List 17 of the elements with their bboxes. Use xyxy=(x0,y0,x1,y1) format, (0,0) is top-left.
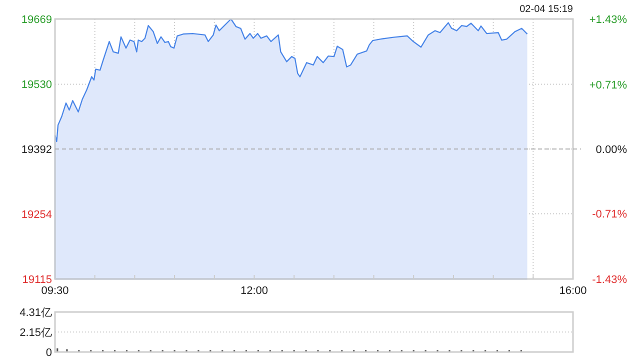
x-tick-label: 12:00 xyxy=(240,285,268,297)
y2-tick-label: -0.71% xyxy=(592,208,628,221)
y-tick-label: 19530 xyxy=(21,79,52,92)
y2-tick-label: 0.00% xyxy=(596,144,628,156)
y-tick-label: 19669 xyxy=(21,14,52,26)
y2-tick-label: +0.71% xyxy=(589,79,628,92)
y-tick-label: 19392 xyxy=(21,144,52,156)
x-tick-label: 09:30 xyxy=(41,285,69,297)
text: 02-04 15:19 xyxy=(520,4,574,15)
y-tick-label: 19254 xyxy=(21,208,52,221)
y2-tick-label: -1.43% xyxy=(592,274,628,286)
y-tick-label: 19115 xyxy=(22,274,52,286)
y2-tick-label: +1.43% xyxy=(589,14,628,26)
y-tick-label: 4.31亿 xyxy=(20,307,52,319)
y-tick-label: 0 xyxy=(46,347,52,359)
y-tick-label: 2.15亿 xyxy=(20,327,52,340)
x-tick-label: 16:00 xyxy=(559,285,587,297)
